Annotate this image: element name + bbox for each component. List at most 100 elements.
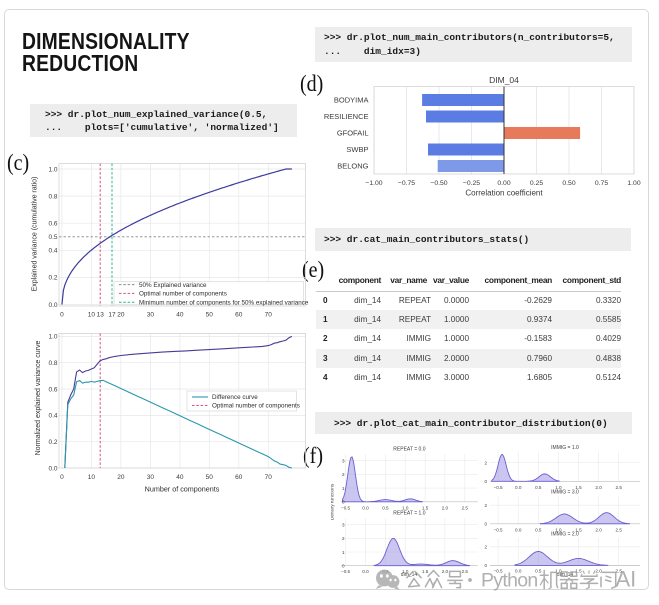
svg-text:Minimum number of components f: Minimum number of components for 50% exp…: [139, 300, 309, 307]
svg-text:0.5: 0.5: [48, 234, 57, 241]
svg-text:dim_14: dim_14: [557, 572, 574, 578]
svg-text:Python: Python: [481, 570, 538, 592]
svg-text:Optimal number of components: Optimal number of components: [212, 403, 300, 410]
svg-text:1: 1: [342, 486, 345, 491]
svg-text:IMMIG = 3.0: IMMIG = 3.0: [551, 490, 579, 496]
svg-text:0.8: 0.8: [48, 360, 57, 367]
svg-text:0.5: 0.5: [535, 569, 542, 574]
svg-text:2.0: 2.0: [442, 505, 449, 510]
svg-text:2: 2: [342, 472, 345, 477]
svg-text:2.5: 2.5: [462, 569, 469, 574]
svg-text:BODYIMA: BODYIMA: [334, 96, 369, 105]
svg-text:0: 0: [342, 500, 345, 505]
svg-text:10: 10: [88, 312, 96, 319]
svg-text:0: 0: [484, 563, 487, 568]
svg-text:10: 10: [88, 474, 96, 481]
svg-text:Difference curve: Difference curve: [212, 394, 258, 401]
svg-text:DIM_04: DIM_04: [489, 75, 519, 85]
svg-text:1.5: 1.5: [575, 485, 582, 490]
svg-text:1.00: 1.00: [627, 180, 640, 187]
svg-text:1.5: 1.5: [575, 569, 582, 574]
svg-text:0.0: 0.0: [362, 569, 369, 574]
svg-text:BELONG: BELONG: [337, 162, 368, 171]
svg-text:GFOFAIL: GFOFAIL: [337, 129, 369, 138]
svg-text:17: 17: [108, 312, 116, 319]
svg-text:2.5: 2.5: [616, 485, 623, 490]
svg-text:0.4: 0.4: [48, 413, 57, 420]
svg-text:2.0: 2.0: [595, 485, 602, 490]
svg-text:0.0: 0.0: [48, 465, 57, 472]
svg-text:−0.5: −0.5: [494, 527, 504, 532]
svg-text:−0.50: −0.50: [430, 180, 447, 187]
svg-text:−1.00: −1.00: [365, 180, 382, 187]
svg-text:RESILIENCE: RESILIENCE: [324, 112, 369, 121]
svg-text:40: 40: [176, 312, 184, 319]
svg-text:AI: AI: [616, 567, 637, 592]
svg-text:REPEAT = 1.0: REPEAT = 1.0: [393, 511, 425, 517]
svg-text:Number of components: Number of components: [145, 485, 220, 494]
svg-text:0.5: 0.5: [535, 527, 542, 532]
svg-text:IMMIG = 1.0: IMMIG = 1.0: [551, 445, 579, 451]
svg-text:50% Explained variance: 50% Explained variance: [139, 282, 207, 289]
svg-text:70: 70: [265, 474, 273, 481]
svg-text:0.8: 0.8: [48, 193, 57, 200]
svg-text:REPEAT = 0.0: REPEAT = 0.0: [393, 447, 425, 453]
svg-text:50: 50: [206, 474, 214, 481]
svg-text:2: 2: [484, 503, 487, 508]
svg-text:1.0: 1.0: [402, 505, 409, 510]
svg-text:0: 0: [60, 312, 64, 319]
svg-text:−0.75: −0.75: [398, 180, 415, 187]
svg-text:30: 30: [147, 474, 155, 481]
svg-text:0.5: 0.5: [535, 485, 542, 490]
svg-text:30: 30: [147, 312, 155, 319]
svg-text:1.0: 1.0: [48, 334, 57, 341]
svg-text:0.0: 0.0: [515, 485, 522, 490]
svg-text:−0.25: −0.25: [463, 180, 480, 187]
svg-text:1.5: 1.5: [422, 569, 429, 574]
svg-text:SWBP: SWBP: [346, 145, 368, 154]
svg-text:50: 50: [206, 312, 214, 319]
svg-text:1.0: 1.0: [48, 166, 57, 173]
svg-text:2.5: 2.5: [616, 527, 623, 532]
svg-text:1.0: 1.0: [555, 569, 562, 574]
svg-text:0.25: 0.25: [530, 180, 543, 187]
svg-text:60: 60: [235, 474, 243, 481]
svg-text:0: 0: [484, 479, 487, 484]
svg-text:1.0: 1.0: [555, 485, 562, 490]
svg-text:2.5: 2.5: [462, 505, 469, 510]
svg-text:Correlation coefficient: Correlation coefficient: [465, 189, 543, 198]
svg-text:0.0: 0.0: [515, 527, 522, 532]
svg-text:−0.5: −0.5: [341, 569, 351, 574]
svg-text:2: 2: [342, 536, 345, 541]
svg-text:0.50: 0.50: [562, 180, 575, 187]
svg-text:0.6: 0.6: [48, 221, 57, 228]
svg-text:1.0: 1.0: [402, 569, 409, 574]
svg-text:0.4: 0.4: [48, 248, 57, 255]
svg-text:0.2: 0.2: [48, 439, 57, 446]
svg-text:2.0: 2.0: [595, 527, 602, 532]
svg-text:1.0: 1.0: [555, 527, 562, 532]
svg-text:0.2: 0.2: [48, 275, 57, 282]
svg-text:0.75: 0.75: [595, 180, 608, 187]
svg-text:0: 0: [60, 474, 64, 481]
svg-text:1.5: 1.5: [575, 527, 582, 532]
svg-text:−0.5: −0.5: [494, 485, 504, 490]
svg-text:3: 3: [342, 459, 345, 464]
svg-text:IMMIG = 2.0: IMMIG = 2.0: [551, 532, 579, 538]
svg-text:2.5: 2.5: [616, 569, 623, 574]
svg-text:0.5: 0.5: [382, 505, 389, 510]
svg-text:20: 20: [117, 312, 125, 319]
svg-text:0.00: 0.00: [497, 180, 510, 187]
svg-text:−0.5: −0.5: [341, 505, 351, 510]
svg-text:40: 40: [176, 474, 184, 481]
svg-text:20: 20: [117, 474, 125, 481]
svg-text:0.0: 0.0: [362, 505, 369, 510]
svg-text:3: 3: [342, 522, 345, 527]
svg-text:0: 0: [342, 564, 345, 569]
svg-text:60: 60: [235, 312, 243, 319]
svg-text:1.5: 1.5: [422, 505, 429, 510]
svg-text:2: 2: [484, 545, 487, 550]
svg-text:−0.5: −0.5: [494, 569, 504, 574]
svg-text:13: 13: [97, 312, 105, 319]
svg-text:0.0: 0.0: [48, 302, 57, 309]
